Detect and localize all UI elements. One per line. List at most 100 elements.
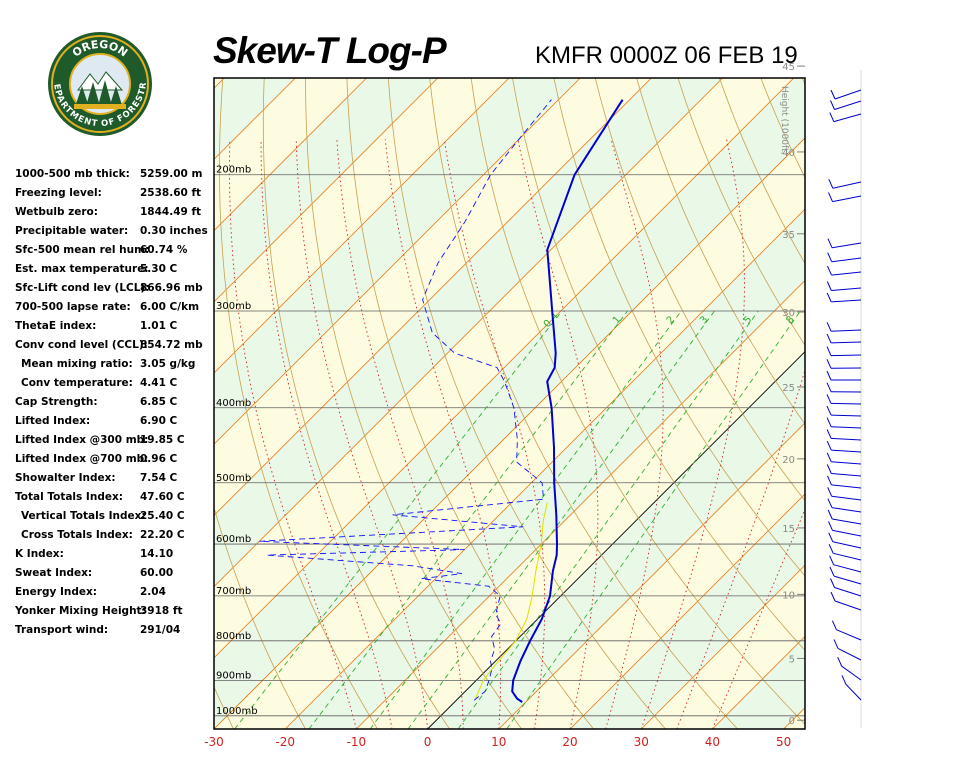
pressure-label: 700mb (216, 586, 251, 597)
wind-barb (831, 449, 862, 453)
x-tick-label: -20 (275, 735, 295, 749)
index-value: 60.00 (140, 567, 174, 579)
wind-barb-flag (830, 100, 835, 110)
isotherm-line (214, 78, 723, 588)
index-value: 47.60 C (140, 491, 185, 503)
height-tick-label: 15 (782, 524, 795, 535)
wind-barb-flag (826, 292, 832, 303)
index-value: 6.90 C (140, 415, 178, 427)
wind-barb (831, 329, 862, 332)
index-label: 1000-500 mb thick: (15, 168, 130, 180)
dry-adiabat (885, 78, 960, 729)
index-label: Lifted Index @300 mb: (15, 434, 149, 446)
index-label: Mean mixing ratio: (21, 358, 133, 370)
index-value: 0.96 C (140, 453, 178, 465)
plot-area: 0.4 1 2 3 5 8 (0, 78, 960, 729)
index-label: Conv temperature: (21, 377, 133, 389)
index-label: Precipitable water: (15, 225, 129, 237)
wind-barb (831, 257, 862, 263)
wind-barb-flag (837, 656, 843, 667)
wind-barb (830, 402, 862, 405)
wind-barb-flag (826, 333, 832, 344)
station-time-label: KMFR 0000Z 06 FEB 19 (535, 42, 798, 69)
wind-barb (834, 600, 862, 611)
wind-barb-flag (827, 487, 833, 497)
wind-barb-flag (829, 555, 835, 565)
index-value: 6.85 C (140, 396, 178, 408)
wind-barb (834, 100, 862, 110)
dry-adiabat (470, 78, 805, 725)
index-value: 866.96 mb (140, 282, 203, 294)
pressure-label: 600mb (216, 534, 251, 545)
chart-title: Skew-T Log-P (213, 30, 447, 71)
wind-barb (831, 242, 862, 249)
dry-adiabat (801, 78, 805, 86)
moist-adiabat (229, 139, 357, 729)
index-value: 6.00 C/km (140, 301, 200, 313)
wind-barb (834, 89, 862, 100)
index-label: Showalter Index: (15, 472, 116, 484)
moist-adiabat (443, 139, 546, 729)
isotherm-line (214, 78, 225, 89)
x-tick-label: 50 (776, 735, 791, 749)
pressure-label: 300mb (216, 301, 251, 312)
wind-barb-flag (826, 405, 832, 416)
isotherm-line (0, 78, 153, 729)
svg-text:OREGON: OREGON (70, 38, 130, 60)
wind-barb-flag (830, 89, 836, 100)
wind-barb (837, 647, 862, 661)
pressure-label: 400mb (216, 398, 251, 409)
wind-barb-flag (826, 429, 832, 439)
index-value: 2.04 (140, 586, 166, 598)
temperature-profile-line (511, 99, 624, 703)
wind-barb-flag (841, 675, 847, 685)
isotherm-band (214, 78, 805, 729)
parcel-path-line (474, 502, 548, 701)
wind-barb-flag (830, 591, 836, 602)
wind-barb-flag (828, 178, 834, 189)
wind-barb-flag (827, 252, 833, 262)
index-value: 19.85 C (140, 434, 185, 446)
x-tick-label: 0 (424, 735, 432, 749)
index-value: 4.41 C (140, 377, 178, 389)
x-tick-label: 40 (705, 735, 720, 749)
isotherm-line (214, 78, 795, 659)
dry-adiabat (346, 78, 594, 729)
moist-adiabat (711, 508, 805, 729)
wind-barb (831, 461, 862, 465)
wind-barb-flag (827, 509, 833, 520)
x-tick-label: 20 (562, 735, 577, 749)
index-value: 25.40 C (140, 510, 185, 522)
height-axis-title: Height (1000ft) (779, 86, 789, 155)
isotherm-line (214, 78, 652, 516)
index-label: K Index: (15, 548, 64, 560)
index-value: 3.05 g/kg (140, 358, 196, 370)
index-label: ThetaE index: (15, 320, 97, 332)
wind-barb (833, 552, 862, 561)
index-label: Energy Index: (15, 586, 97, 598)
wind-barb-flag (826, 346, 832, 356)
wind-barb (832, 195, 862, 203)
moist-adiabat (605, 139, 664, 729)
dry-adiabat (594, 78, 805, 502)
dry-adiabat (262, 78, 450, 729)
wind-barb (845, 684, 862, 701)
wind-barb (832, 181, 862, 189)
x-tick-label: -30 (204, 735, 224, 749)
wind-barb (834, 587, 862, 597)
wind-barb-flag (828, 544, 834, 554)
dry-adiabat (387, 78, 666, 729)
wind-barb (831, 484, 862, 489)
isotherm-line (284, 208, 805, 729)
index-label: 700-500 lapse rate: (15, 301, 131, 313)
wind-barb (832, 541, 862, 549)
wind-barb (830, 354, 862, 357)
dry-adiabat (636, 78, 805, 425)
oregon-forestry-logo: OREGON DEPARTMENT OF FORESTRY (46, 30, 152, 136)
index-label: Vertical Totals Index: (21, 510, 146, 522)
wind-barb (836, 629, 862, 641)
wind-barb-flag (826, 452, 832, 463)
pressure-label: 800mb (216, 631, 251, 642)
index-value: 0.30 inches (140, 225, 208, 237)
